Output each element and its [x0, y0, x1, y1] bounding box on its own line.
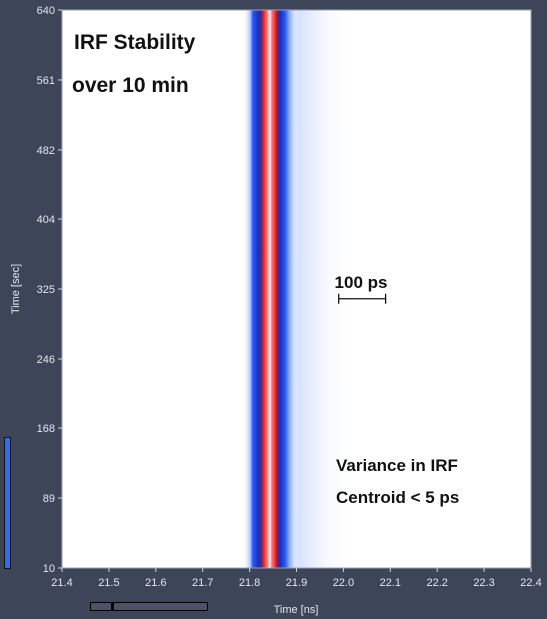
x-axis-ticks: 21.4 21.5 21.6 21.7 21.8 21.9 22.0 22.1 22.2 22.3… — [51, 568, 542, 589]
x-tick-label: 21.7 — [192, 577, 213, 589]
y-axis-title: Time [sec] — [10, 264, 22, 314]
y-tick-label: 89 — [43, 493, 55, 505]
y-tick-label: 10 — [43, 563, 55, 575]
x-tick-label: 22.4 — [520, 577, 541, 589]
intensity-colorbar[interactable] — [4, 437, 11, 569]
x-axis-title: Time [ns] — [274, 604, 319, 616]
chart-subtitle: over 10 min — [72, 74, 189, 97]
y-axis-ticks: 10 89 168 246 325 404 482 561 640 — [37, 5, 62, 575]
irf-peak-band — [242, 10, 299, 568]
scale-bar-label: 100 ps — [335, 273, 388, 292]
overview-scrollbar-thumb[interactable] — [111, 602, 114, 611]
y-tick-label: 561 — [37, 75, 55, 87]
y-tick-label: 168 — [37, 423, 55, 435]
y-tick-label: 246 — [37, 354, 55, 366]
x-tick-label: 21.8 — [239, 577, 260, 589]
y-tick-label: 482 — [37, 145, 55, 157]
x-tick-label: 22.1 — [380, 577, 401, 589]
x-tick-label: 21.5 — [98, 577, 119, 589]
irf-tail-band — [290, 10, 353, 568]
scale-bar — [338, 293, 387, 304]
x-tick-label: 21.9 — [286, 577, 307, 589]
variance-annotation-line2: Centroid < 5 ps — [336, 488, 459, 507]
x-tick-label: 21.4 — [51, 577, 72, 589]
overview-scrollbar[interactable] — [90, 602, 208, 611]
y-tick-label: 640 — [37, 5, 55, 17]
variance-annotation-line1: Variance in IRF — [336, 456, 458, 475]
chart-title: IRF Stability — [74, 31, 196, 54]
y-tick-label: 404 — [37, 214, 55, 226]
x-tick-label: 22.3 — [473, 577, 494, 589]
x-tick-label: 22.2 — [426, 577, 447, 589]
x-tick-label: 22.0 — [333, 577, 354, 589]
x-tick-label: 21.6 — [145, 577, 166, 589]
y-tick-label: 325 — [37, 284, 55, 296]
